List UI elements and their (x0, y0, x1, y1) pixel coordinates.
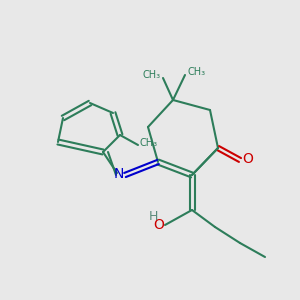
Text: N: N (114, 167, 124, 181)
Text: H: H (148, 209, 158, 223)
Text: CH₃: CH₃ (140, 138, 158, 148)
Text: O: O (153, 218, 164, 232)
Text: CH₃: CH₃ (143, 70, 161, 80)
Text: O: O (242, 152, 253, 166)
Text: CH₃: CH₃ (187, 67, 205, 77)
